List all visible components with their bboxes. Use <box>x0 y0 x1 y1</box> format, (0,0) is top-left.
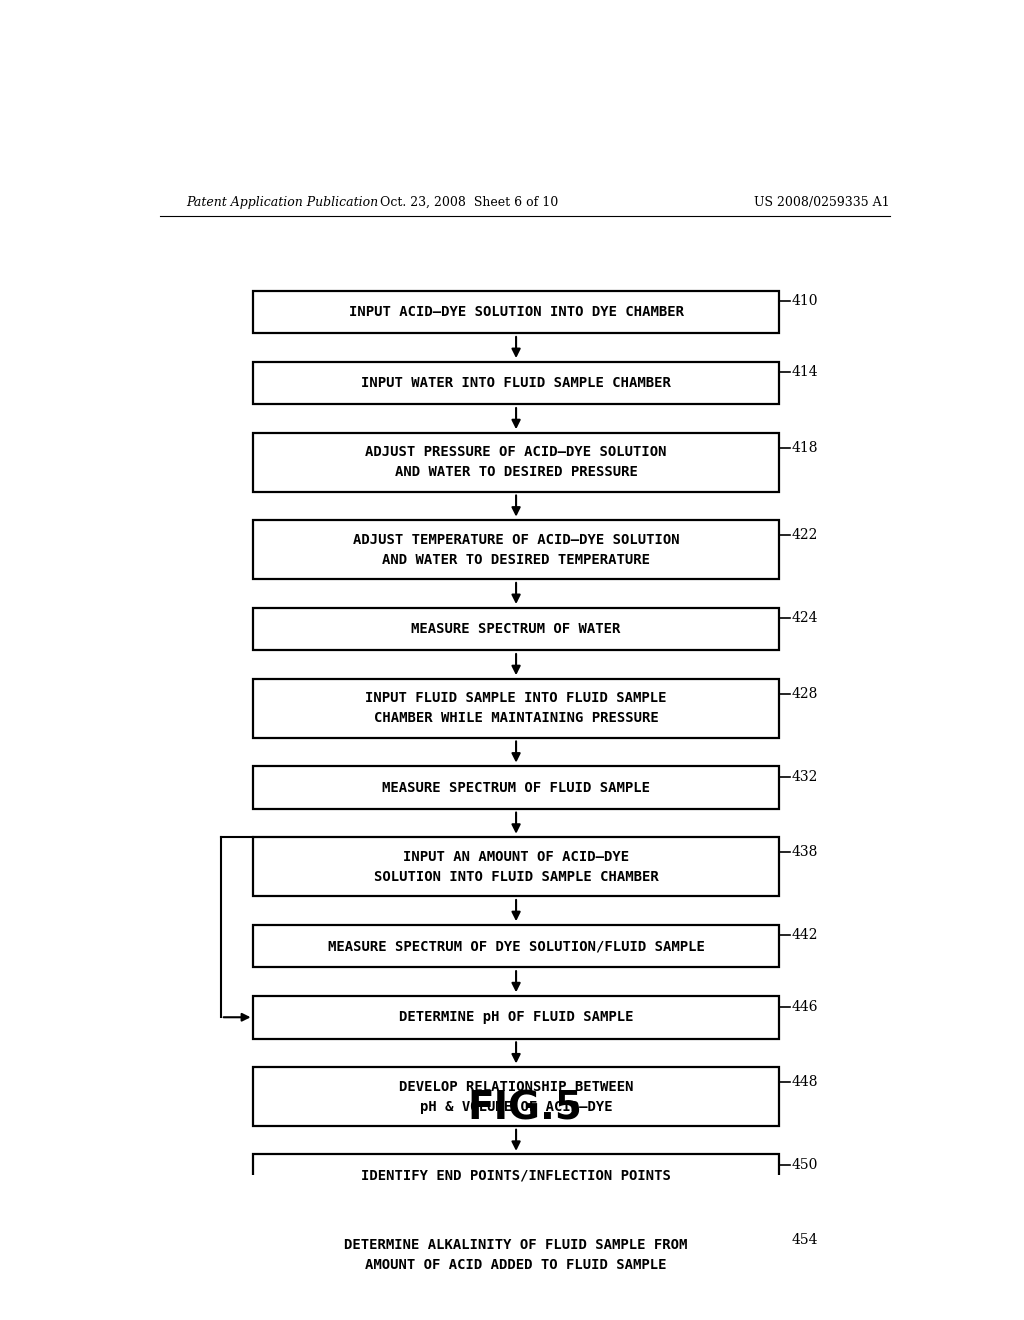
Bar <box>253 1155 778 1197</box>
Text: CHAMBER WHILE MAINTAINING PRESSURE: CHAMBER WHILE MAINTAINING PRESSURE <box>374 711 658 725</box>
Text: DETERMINE pH OF FLUID SAMPLE: DETERMINE pH OF FLUID SAMPLE <box>398 1010 633 1024</box>
Text: INPUT ACID–DYE SOLUTION INTO DYE CHAMBER: INPUT ACID–DYE SOLUTION INTO DYE CHAMBER <box>348 305 684 319</box>
Bar <box>253 520 778 579</box>
Text: 448: 448 <box>792 1074 818 1089</box>
Text: FIG.5: FIG.5 <box>467 1090 583 1127</box>
Text: INPUT AN AMOUNT OF ACID–DYE: INPUT AN AMOUNT OF ACID–DYE <box>403 850 629 863</box>
Text: 414: 414 <box>792 366 818 379</box>
Text: 432: 432 <box>792 770 818 784</box>
Text: AMOUNT OF ACID ADDED TO FLUID SAMPLE: AMOUNT OF ACID ADDED TO FLUID SAMPLE <box>366 1258 667 1272</box>
Text: ADJUST PRESSURE OF ACID–DYE SOLUTION: ADJUST PRESSURE OF ACID–DYE SOLUTION <box>366 445 667 459</box>
Text: IDENTIFY END POINTS/INFLECTION POINTS: IDENTIFY END POINTS/INFLECTION POINTS <box>361 1168 671 1183</box>
Text: 446: 446 <box>792 999 818 1014</box>
Text: DETERMINE ALKALINITY OF FLUID SAMPLE FROM: DETERMINE ALKALINITY OF FLUID SAMPLE FRO… <box>344 1238 688 1253</box>
Bar <box>253 1067 778 1126</box>
Text: 418: 418 <box>792 441 818 454</box>
Text: 424: 424 <box>792 611 818 626</box>
Bar <box>253 433 778 492</box>
Text: 428: 428 <box>792 686 818 701</box>
Bar <box>253 766 778 809</box>
Text: Patent Application Publication: Patent Application Publication <box>186 195 378 209</box>
Bar <box>253 925 778 968</box>
Text: AND WATER TO DESIRED PRESSURE: AND WATER TO DESIRED PRESSURE <box>394 466 638 479</box>
Text: AND WATER TO DESIRED TEMPERATURE: AND WATER TO DESIRED TEMPERATURE <box>382 553 650 566</box>
Text: INPUT FLUID SAMPLE INTO FLUID SAMPLE: INPUT FLUID SAMPLE INTO FLUID SAMPLE <box>366 692 667 705</box>
Text: pH & VOLUME OF ACID–DYE: pH & VOLUME OF ACID–DYE <box>420 1100 612 1114</box>
Text: SOLUTION INTO FLUID SAMPLE CHAMBER: SOLUTION INTO FLUID SAMPLE CHAMBER <box>374 870 658 884</box>
Text: 438: 438 <box>792 845 818 859</box>
Text: 410: 410 <box>792 294 818 308</box>
Text: MEASURE SPECTRUM OF WATER: MEASURE SPECTRUM OF WATER <box>412 622 621 636</box>
Text: Oct. 23, 2008  Sheet 6 of 10: Oct. 23, 2008 Sheet 6 of 10 <box>380 195 558 209</box>
Text: 454: 454 <box>792 1233 818 1247</box>
Bar <box>253 995 778 1039</box>
Bar <box>253 607 778 651</box>
Text: DEVELOP RELATIONSHIP BETWEEN: DEVELOP RELATIONSHIP BETWEEN <box>398 1080 633 1093</box>
Text: MEASURE SPECTRUM OF FLUID SAMPLE: MEASURE SPECTRUM OF FLUID SAMPLE <box>382 780 650 795</box>
Text: 442: 442 <box>792 928 818 942</box>
Bar <box>253 290 778 333</box>
Text: 422: 422 <box>792 528 818 543</box>
Text: INPUT WATER INTO FLUID SAMPLE CHAMBER: INPUT WATER INTO FLUID SAMPLE CHAMBER <box>361 376 671 389</box>
Bar <box>253 678 778 738</box>
Text: MEASURE SPECTRUM OF DYE SOLUTION/FLUID SAMPLE: MEASURE SPECTRUM OF DYE SOLUTION/FLUID S… <box>328 939 705 953</box>
Bar <box>253 837 778 896</box>
Bar <box>253 1226 778 1284</box>
Text: US 2008/0259335 A1: US 2008/0259335 A1 <box>755 195 890 209</box>
Text: 450: 450 <box>792 1158 818 1172</box>
Text: ADJUST TEMPERATURE OF ACID–DYE SOLUTION: ADJUST TEMPERATURE OF ACID–DYE SOLUTION <box>352 533 679 546</box>
Bar <box>253 362 778 404</box>
